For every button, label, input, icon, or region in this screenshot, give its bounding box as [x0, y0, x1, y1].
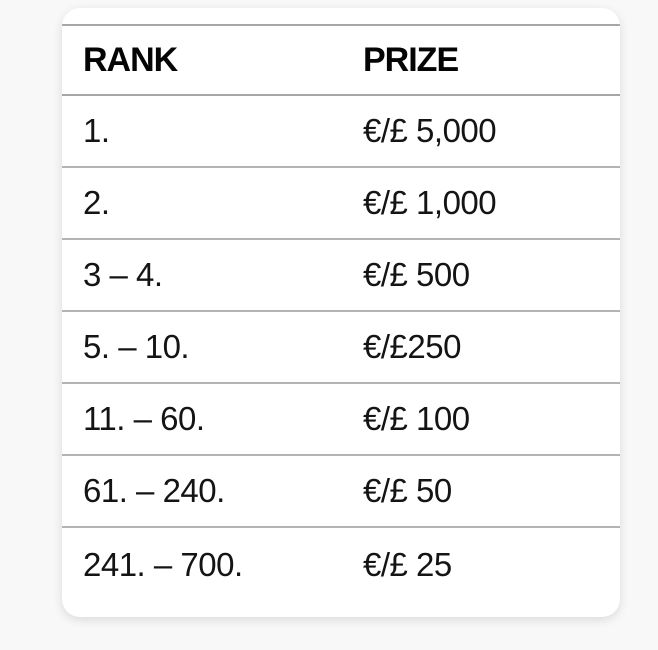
prize-cell: €/£250 — [363, 311, 620, 384]
table-row: 241. – 700. €/£ 25 — [62, 527, 620, 602]
prize-column-header: PRIZE — [363, 25, 620, 96]
rank-cell: 241. – 700. — [83, 546, 243, 583]
prize-table-card: RANK PRIZE 1. €/£ 5,000 2. €/£ 1,000 3 –… — [62, 8, 620, 617]
table-body: 1. €/£ 5,000 2. €/£ 1,000 3 – 4. €/£ 500… — [62, 95, 620, 602]
prize-cell: €/£ 1,000 — [363, 167, 620, 240]
rank-cell: 61. – 240. — [62, 455, 363, 528]
prize-cell: €/£ 25 — [363, 546, 452, 583]
rank-column-header: RANK — [62, 25, 363, 96]
prize-cell: €/£ 100 — [363, 383, 620, 456]
rank-cell: 2. — [62, 167, 363, 240]
table-row: 1. €/£ 5,000 — [62, 95, 620, 168]
table-row: 61. – 240. €/£ 50 — [62, 455, 620, 528]
rank-cell: 3 – 4. — [62, 239, 363, 312]
rank-cell: 5. – 10. — [62, 311, 363, 384]
prize-table: RANK PRIZE 1. €/£ 5,000 2. €/£ 1,000 3 –… — [62, 24, 620, 602]
prize-cell: €/£ 5,000 — [363, 95, 620, 168]
table-header: RANK PRIZE — [62, 25, 620, 96]
table-row: 3 – 4. €/£ 500 — [62, 239, 620, 312]
table-row: 2. €/£ 1,000 — [62, 167, 620, 240]
header-row: RANK PRIZE — [62, 25, 620, 96]
table-row: 11. – 60. €/£ 100 — [62, 383, 620, 456]
prize-cell: €/£ 500 — [363, 239, 620, 312]
prize-cell: €/£ 50 — [363, 455, 620, 528]
table-row: 5. – 10. €/£250 — [62, 311, 620, 384]
rank-cell: 1. — [62, 95, 363, 168]
rank-cell: 11. – 60. — [62, 383, 363, 456]
